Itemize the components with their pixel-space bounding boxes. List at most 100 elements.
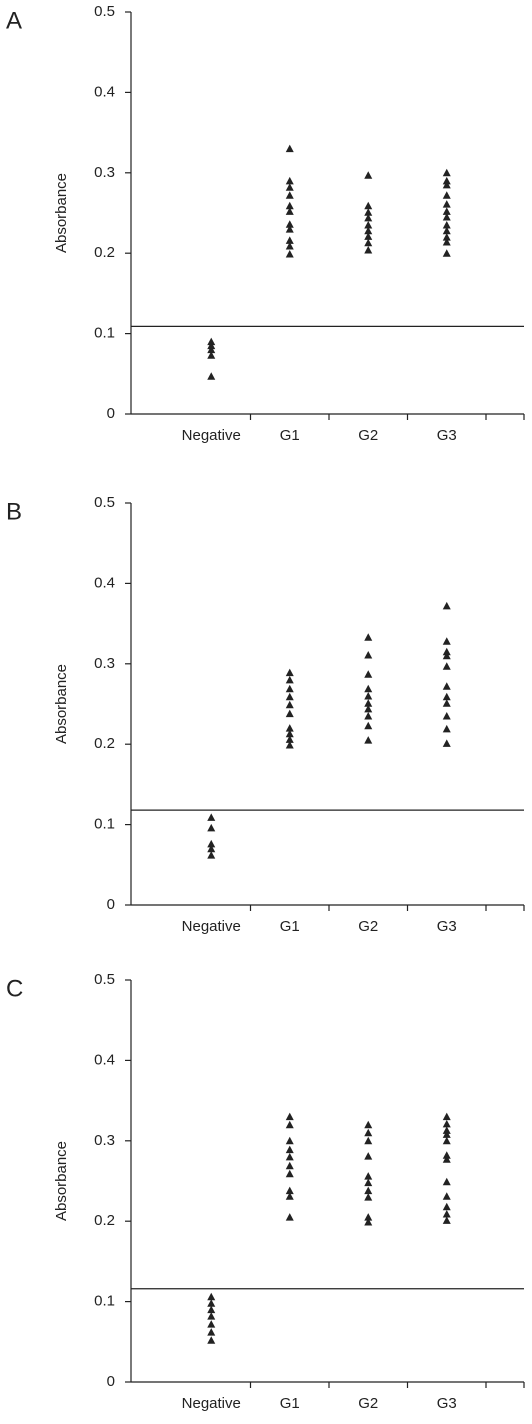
point xyxy=(364,1178,373,1187)
y-axis-label: Absorbance xyxy=(53,173,70,253)
point xyxy=(207,839,216,848)
point xyxy=(442,226,451,235)
point xyxy=(207,1292,216,1301)
x-tick-label: Negative xyxy=(182,427,241,444)
point xyxy=(285,241,294,250)
point xyxy=(364,201,373,210)
point xyxy=(285,1192,294,1200)
y-tick-label: 0.5 xyxy=(94,971,115,988)
point xyxy=(364,721,373,730)
point xyxy=(442,1209,451,1218)
point xyxy=(442,1130,451,1138)
point xyxy=(285,1120,294,1129)
point xyxy=(442,191,451,199)
point xyxy=(364,226,373,235)
point xyxy=(364,699,373,707)
x-tick-label: G1 xyxy=(280,427,300,444)
point xyxy=(207,1328,216,1336)
y-tick-label: 0.1 xyxy=(94,816,115,833)
point xyxy=(285,1136,294,1145)
point xyxy=(442,1155,451,1163)
point xyxy=(442,237,451,246)
point xyxy=(285,668,294,677)
point xyxy=(442,712,451,720)
y-tick-label: 0.3 xyxy=(94,1132,115,1149)
y-tick-label: 0.4 xyxy=(94,1051,115,1068)
point xyxy=(285,1152,294,1161)
x-tick-label: G3 xyxy=(437,918,457,935)
x-tick-label: Negative xyxy=(182,918,241,935)
point xyxy=(285,1145,294,1154)
point xyxy=(285,692,294,701)
y-tick-label: 0.2 xyxy=(94,735,115,752)
point xyxy=(285,1213,294,1221)
x-tick-label: G2 xyxy=(358,918,378,935)
point xyxy=(442,1126,451,1134)
point xyxy=(285,250,294,258)
point xyxy=(207,823,216,832)
point xyxy=(285,1169,294,1178)
point xyxy=(285,1161,294,1170)
panel-label: C xyxy=(6,975,23,1002)
point xyxy=(364,208,373,216)
point xyxy=(364,1218,373,1226)
point xyxy=(207,372,216,380)
point xyxy=(285,207,294,215)
point xyxy=(364,245,373,254)
point xyxy=(207,1320,216,1328)
point xyxy=(364,650,373,659)
y-tick-label: 0.1 xyxy=(94,325,115,342)
point xyxy=(364,171,373,179)
point xyxy=(364,1136,373,1145)
x-tick-label: G1 xyxy=(280,1395,300,1412)
point xyxy=(207,851,216,859)
y-tick-label: 0.5 xyxy=(94,494,115,511)
point xyxy=(364,704,373,713)
point xyxy=(285,709,294,718)
point xyxy=(364,232,373,240)
point xyxy=(207,1299,216,1307)
point xyxy=(442,682,451,690)
x-tick-label: Negative xyxy=(182,1395,241,1412)
point xyxy=(442,637,451,645)
point xyxy=(442,1177,451,1186)
point xyxy=(442,647,451,656)
point xyxy=(364,1213,373,1221)
point xyxy=(442,692,451,701)
point xyxy=(285,675,294,684)
point xyxy=(442,699,451,707)
y-tick-label: 0.5 xyxy=(94,3,115,20)
y-tick-label: 0.4 xyxy=(94,574,115,591)
y-tick-label: 0 xyxy=(107,405,115,422)
point xyxy=(285,201,294,210)
x-tick-label: G2 xyxy=(358,427,378,444)
point xyxy=(442,739,451,747)
y-tick-label: 0.2 xyxy=(94,1212,115,1229)
point xyxy=(207,341,216,350)
point xyxy=(442,601,451,610)
point xyxy=(442,176,451,185)
point xyxy=(364,221,373,229)
point xyxy=(364,712,373,720)
point xyxy=(442,1112,451,1121)
point xyxy=(285,729,294,738)
point xyxy=(364,1193,373,1201)
point xyxy=(364,633,373,641)
y-tick-label: 0 xyxy=(107,896,115,913)
point xyxy=(442,233,451,241)
x-tick-label: G1 xyxy=(280,918,300,935)
point xyxy=(207,844,216,853)
point xyxy=(364,1172,373,1180)
point xyxy=(207,345,216,354)
y-tick-label: 0.2 xyxy=(94,244,115,261)
point xyxy=(285,741,294,749)
point xyxy=(364,1128,373,1137)
y-tick-label: 0.3 xyxy=(94,164,115,181)
point xyxy=(207,813,216,821)
point xyxy=(285,225,294,233)
point xyxy=(364,670,373,678)
y-tick-label: 0.4 xyxy=(94,83,115,100)
point xyxy=(207,1336,216,1344)
point xyxy=(364,691,373,700)
